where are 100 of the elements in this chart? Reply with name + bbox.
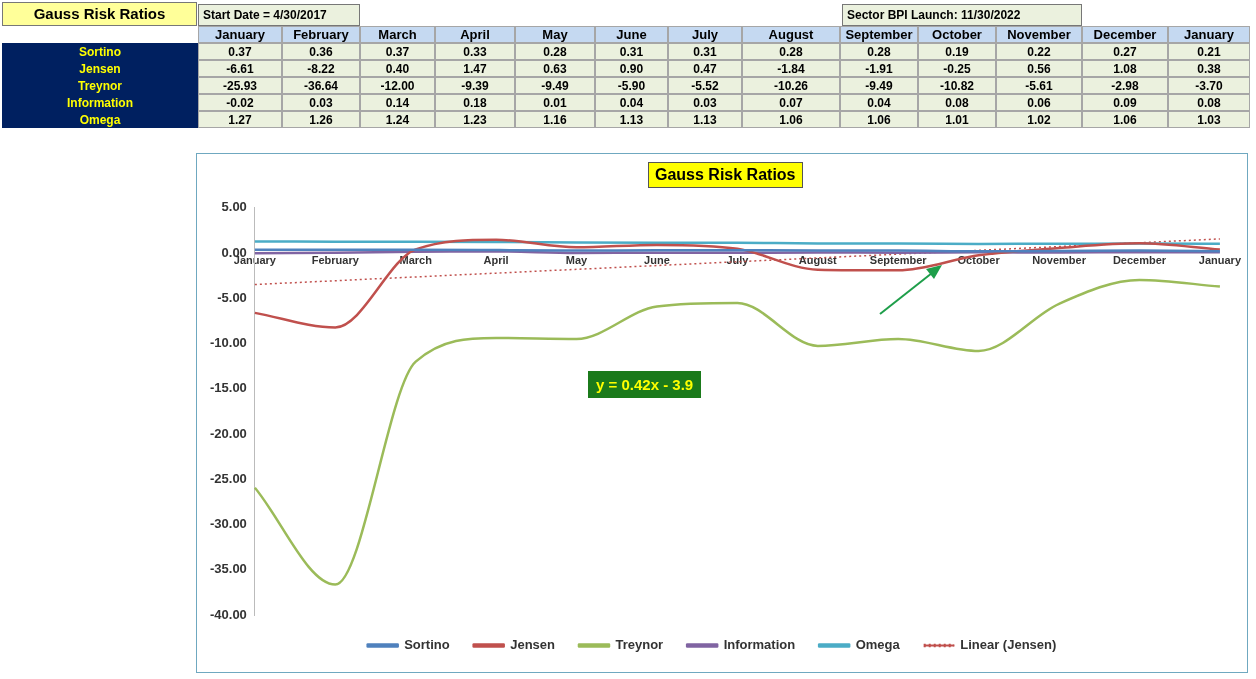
category-label: August — [768, 27, 814, 42]
text: Information — [67, 96, 133, 110]
category-label: October — [932, 27, 982, 42]
text: Sector BPI Launch: 11/30/2022 — [842, 4, 1082, 26]
legend-label: Sortino — [404, 637, 450, 653]
data-label: 0.33 — [435, 43, 515, 60]
text: Start Date = 4/30/2017 — [198, 4, 360, 26]
data-label: 0.03 — [282, 94, 360, 111]
data-label: 0.27 — [1082, 43, 1168, 60]
chart-title: Gauss Risk Ratios — [648, 162, 803, 188]
x-tick-label: July — [726, 253, 750, 266]
category-label: January — [1184, 27, 1234, 42]
data-label: 0.14 — [360, 94, 435, 111]
category-label: April — [460, 27, 490, 42]
data-label: 0.01 — [515, 94, 595, 111]
legend-label: Jensen — [510, 637, 556, 653]
data-label: -0.25 — [918, 60, 996, 77]
text: Omega — [79, 113, 121, 127]
text: Jensen — [79, 62, 121, 76]
y-tick-label: -15.00 — [209, 380, 247, 396]
data-label: -6.61 — [198, 60, 282, 77]
data-label: 0.09 — [1082, 94, 1168, 111]
x-tick-label: November — [1032, 253, 1087, 266]
data-label: 0.31 — [595, 43, 668, 60]
data-label: -12.00 — [360, 77, 435, 94]
category-label: September — [845, 27, 913, 42]
data-label: 0.08 — [1168, 94, 1250, 111]
data-label: -25.93 — [198, 77, 282, 94]
data-label: -1.84 — [742, 60, 840, 77]
data-label: 0.18 — [435, 94, 515, 111]
text: Gauss Risk Ratios — [2, 2, 197, 26]
legend-label: Treynor — [615, 637, 664, 653]
data-label: 0.37 — [198, 43, 282, 60]
data-label: 0.28 — [840, 43, 918, 60]
legend-label: Omega — [855, 637, 901, 653]
data-label: 0.28 — [515, 43, 595, 60]
data-label: 0.19 — [918, 43, 996, 60]
data-label: 1.06 — [1082, 111, 1168, 128]
category-label: May — [542, 27, 568, 42]
line-series — [253, 278, 1222, 586]
data-label: -9.49 — [515, 77, 595, 94]
data-label: -5.90 — [595, 77, 668, 94]
data-label: 0.38 — [1168, 60, 1250, 77]
x-tick-label: September — [869, 253, 928, 266]
data-label: 0.90 — [595, 60, 668, 77]
data-label: -5.52 — [668, 77, 742, 94]
data-label: 1.08 — [1082, 60, 1168, 77]
data-label: 0.21 — [1168, 43, 1250, 60]
data-label: -9.39 — [435, 77, 515, 94]
data-label: 1.03 — [1168, 111, 1250, 128]
data-label: 0.56 — [996, 60, 1082, 77]
y-tick-label: -30.00 — [209, 516, 247, 532]
x-tick-label: January — [1198, 253, 1242, 266]
data-label: 0.06 — [996, 94, 1082, 111]
x-tick-label: October — [957, 253, 1001, 266]
data-label: 0.31 — [668, 43, 742, 60]
category-label: July — [691, 27, 718, 42]
category-label: December — [1093, 27, 1157, 42]
data-label: 1.24 — [360, 111, 435, 128]
data-label: 1.26 — [282, 111, 360, 128]
data-label: 0.04 — [595, 94, 668, 111]
category-label: March — [378, 27, 417, 42]
text: Treynor — [77, 79, 122, 93]
data-label: 0.40 — [360, 60, 435, 77]
data-label: 0.36 — [282, 43, 360, 60]
x-tick-label: May — [565, 253, 589, 266]
data-label: 0.04 — [840, 94, 918, 111]
data-label: -1.91 — [840, 60, 918, 77]
data-label: 0.07 — [742, 94, 840, 111]
category-label: January — [215, 27, 265, 42]
data-label: -5.61 — [996, 77, 1082, 94]
data-label: -36.64 — [282, 77, 360, 94]
data-label: 1.13 — [668, 111, 742, 128]
y-tick-label: 5.00 — [221, 199, 247, 215]
y-tick-label: -20.00 — [209, 425, 247, 441]
category-label: June — [616, 27, 647, 42]
x-tick-label: August — [798, 253, 838, 266]
data-label: 1.06 — [840, 111, 918, 128]
data-label: -10.82 — [918, 77, 996, 94]
data-label: 1.23 — [435, 111, 515, 128]
y-tick-label: -40.00 — [209, 606, 247, 622]
y-tick-label: -25.00 — [209, 470, 247, 486]
data-label: 1.16 — [515, 111, 595, 128]
text: Sortino — [79, 45, 121, 59]
x-tick-label: April — [483, 253, 509, 266]
y-tick-label: -10.00 — [209, 335, 247, 351]
data-label: 0.63 — [515, 60, 595, 77]
category-label: November — [1007, 27, 1071, 42]
data-label: 0.37 — [360, 43, 435, 60]
category-label: February — [293, 27, 349, 42]
data-label: 1.02 — [996, 111, 1082, 128]
y-tick-label: -5.00 — [217, 289, 247, 305]
data-label: -9.49 — [840, 77, 918, 94]
data-label: 1.01 — [918, 111, 996, 128]
data-label: 0.28 — [742, 43, 840, 60]
data-label: -0.02 — [198, 94, 282, 111]
data-label: -8.22 — [282, 60, 360, 77]
data-label: -3.70 — [1168, 77, 1250, 94]
legend-label: Linear (Jensen) — [960, 637, 1057, 653]
x-tick-label: February — [311, 253, 360, 266]
